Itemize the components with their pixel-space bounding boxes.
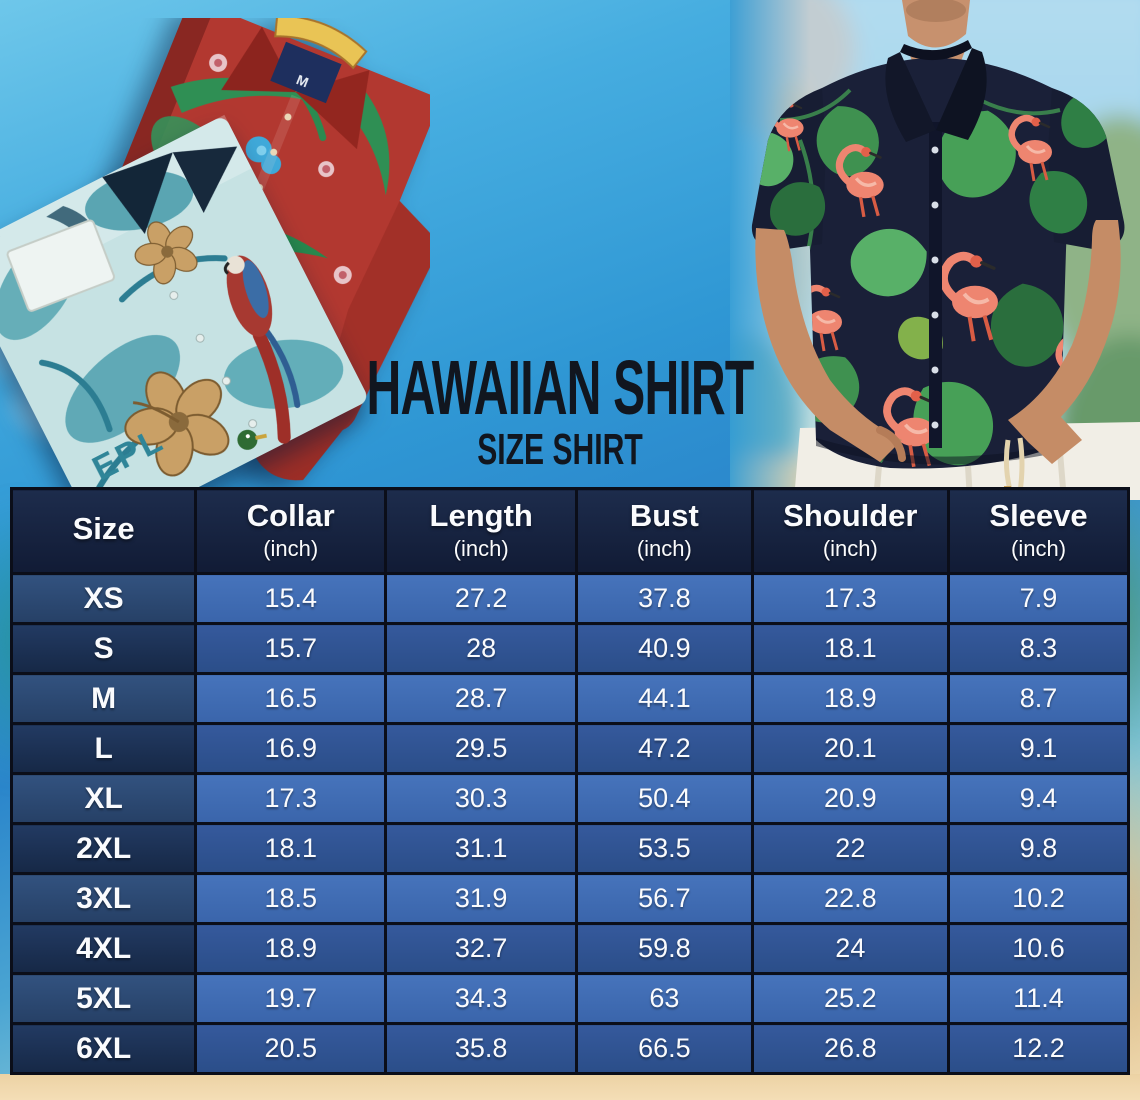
measurement-cell: 15.7 [194,622,388,675]
size-row-xl: XL 17.3 30.3 50.4 20.9 9.4 [9,772,1130,825]
measurement-cell: 22.8 [750,872,951,925]
measurement-cell: 8.7 [947,672,1130,725]
size-row-m: M 16.5 28.7 44.1 18.9 8.7 [9,672,1130,725]
size-row-s: S 15.7 28 40.9 18.1 8.3 [9,622,1130,675]
measurement-cell: 18.1 [194,822,388,875]
column-header-shoulder: Shoulder (inch) [750,487,951,575]
measurement-cell: 24 [750,922,951,975]
measurement-cell: 20.1 [750,722,951,775]
measurement-cell: 25.2 [750,972,951,1025]
size-chart-table: Size Collar (inch) Length (inch) Bust (i… [9,487,1130,1075]
sand-strip-decor [0,1074,1140,1100]
parrot-print [223,255,301,444]
measurement-cell: 18.9 [750,672,951,725]
measurement-cell: 32.7 [384,922,579,975]
measurement-cell: 29.5 [384,722,579,775]
column-header-size: Size [9,487,198,575]
measurement-cell: 63 [575,972,754,1025]
size-cell: XL [9,772,198,825]
poster-subtitle: SIZE SHIRT [477,425,643,474]
measurement-cell: 22 [750,822,951,875]
measurement-cell: 15.4 [194,572,388,625]
measurement-cell: 9.4 [947,772,1130,825]
measurement-cell: 17.3 [750,572,951,625]
duck-print [237,429,268,450]
measurement-cell: 16.5 [194,672,388,725]
measurement-cell: 56.7 [575,872,754,925]
measurement-cell: 31.9 [384,872,579,925]
measurement-cell: 18.1 [750,622,951,675]
measurement-cell: 9.8 [947,822,1130,875]
size-chart-header: Size Collar (inch) Length (inch) Bust (i… [9,487,1130,575]
measurement-cell: 66.5 [575,1022,754,1075]
measurement-cell: 18.5 [194,872,388,925]
size-cell: 3XL [9,872,198,925]
size-row-l: L 16.9 29.5 47.2 20.1 9.1 [9,722,1130,775]
measurement-cell: 53.5 [575,822,754,875]
column-header-collar: Collar (inch) [194,487,388,575]
measurement-cell: 59.8 [575,922,754,975]
measurement-cell: 26.8 [750,1022,951,1075]
size-cell: 4XL [9,922,198,975]
size-cell: 2XL [9,822,198,875]
measurement-cell: 12.2 [947,1022,1130,1075]
measurement-cell: 10.2 [947,872,1130,925]
measurement-cell: 31.1 [384,822,579,875]
size-cell: XS [9,572,198,625]
measurement-cell: 10.6 [947,922,1130,975]
measurement-cell: 7.9 [947,572,1130,625]
shirt-buttons [931,146,939,429]
measurement-cell: 8.3 [947,622,1130,675]
measurement-cell: 11.4 [947,972,1130,1025]
column-header-sleeve: Sleeve (inch) [947,487,1130,575]
size-row-6xl: 6XL 20.5 35.8 66.5 26.8 12.2 [9,1022,1130,1075]
measurement-cell: 34.3 [384,972,579,1025]
measurement-cell: 30.3 [384,772,579,825]
red-shirt-size-tag: M [294,71,311,90]
size-row-4xl: 4XL 18.9 32.7 59.8 24 10.6 [9,922,1130,975]
model-arms [755,220,1121,464]
column-header-length: Length (inch) [384,487,579,575]
title-block: HAWAIIAN SHIRT SIZE SHIRT [300,344,820,473]
size-cell: 6XL [9,1022,198,1075]
measurement-cell: 19.7 [194,972,388,1025]
measurement-cell: 17.3 [194,772,388,825]
measurement-cell: 16.9 [194,722,388,775]
size-cell: M [9,672,198,725]
measurement-cell: 28 [384,622,579,675]
measurement-cell: 47.2 [575,722,754,775]
measurement-cell: 35.8 [384,1022,579,1075]
measurement-cell: 9.1 [947,722,1130,775]
size-row-3xl: 3XL 18.5 31.9 56.7 22.8 10.2 [9,872,1130,925]
size-row-5xl: 5XL 19.7 34.3 63 25.2 11.4 [9,972,1130,1025]
size-row-xs: XS 15.4 27.2 37.8 17.3 7.9 [9,572,1130,625]
measurement-cell: 40.9 [575,622,754,675]
shirt-collar [885,52,936,142]
red-shirt-logo-band [274,18,368,70]
red-shirt-neck-label [270,41,342,104]
measurement-cell: 18.9 [194,922,388,975]
measurement-cell: 44.1 [575,672,754,725]
size-row-2xl: 2XL 18.1 31.1 53.5 22 9.8 [9,822,1130,875]
size-cell: L [9,722,198,775]
size-cell: 5XL [9,972,198,1025]
measurement-cell: 27.2 [384,572,579,625]
size-cell: S [9,622,198,675]
measurement-cell: 37.8 [575,572,754,625]
teal-shirt-collar [102,152,173,234]
column-header-bust: Bust (inch) [575,487,754,575]
model-flamingo-shirt-photo [730,0,1140,500]
measurement-cell: 20.9 [750,772,951,825]
measurement-cell: 20.5 [194,1022,388,1075]
measurement-cell: 50.4 [575,772,754,825]
poster-title: HAWAIIAN SHIRT [366,345,755,432]
measurement-cell: 28.7 [384,672,579,725]
